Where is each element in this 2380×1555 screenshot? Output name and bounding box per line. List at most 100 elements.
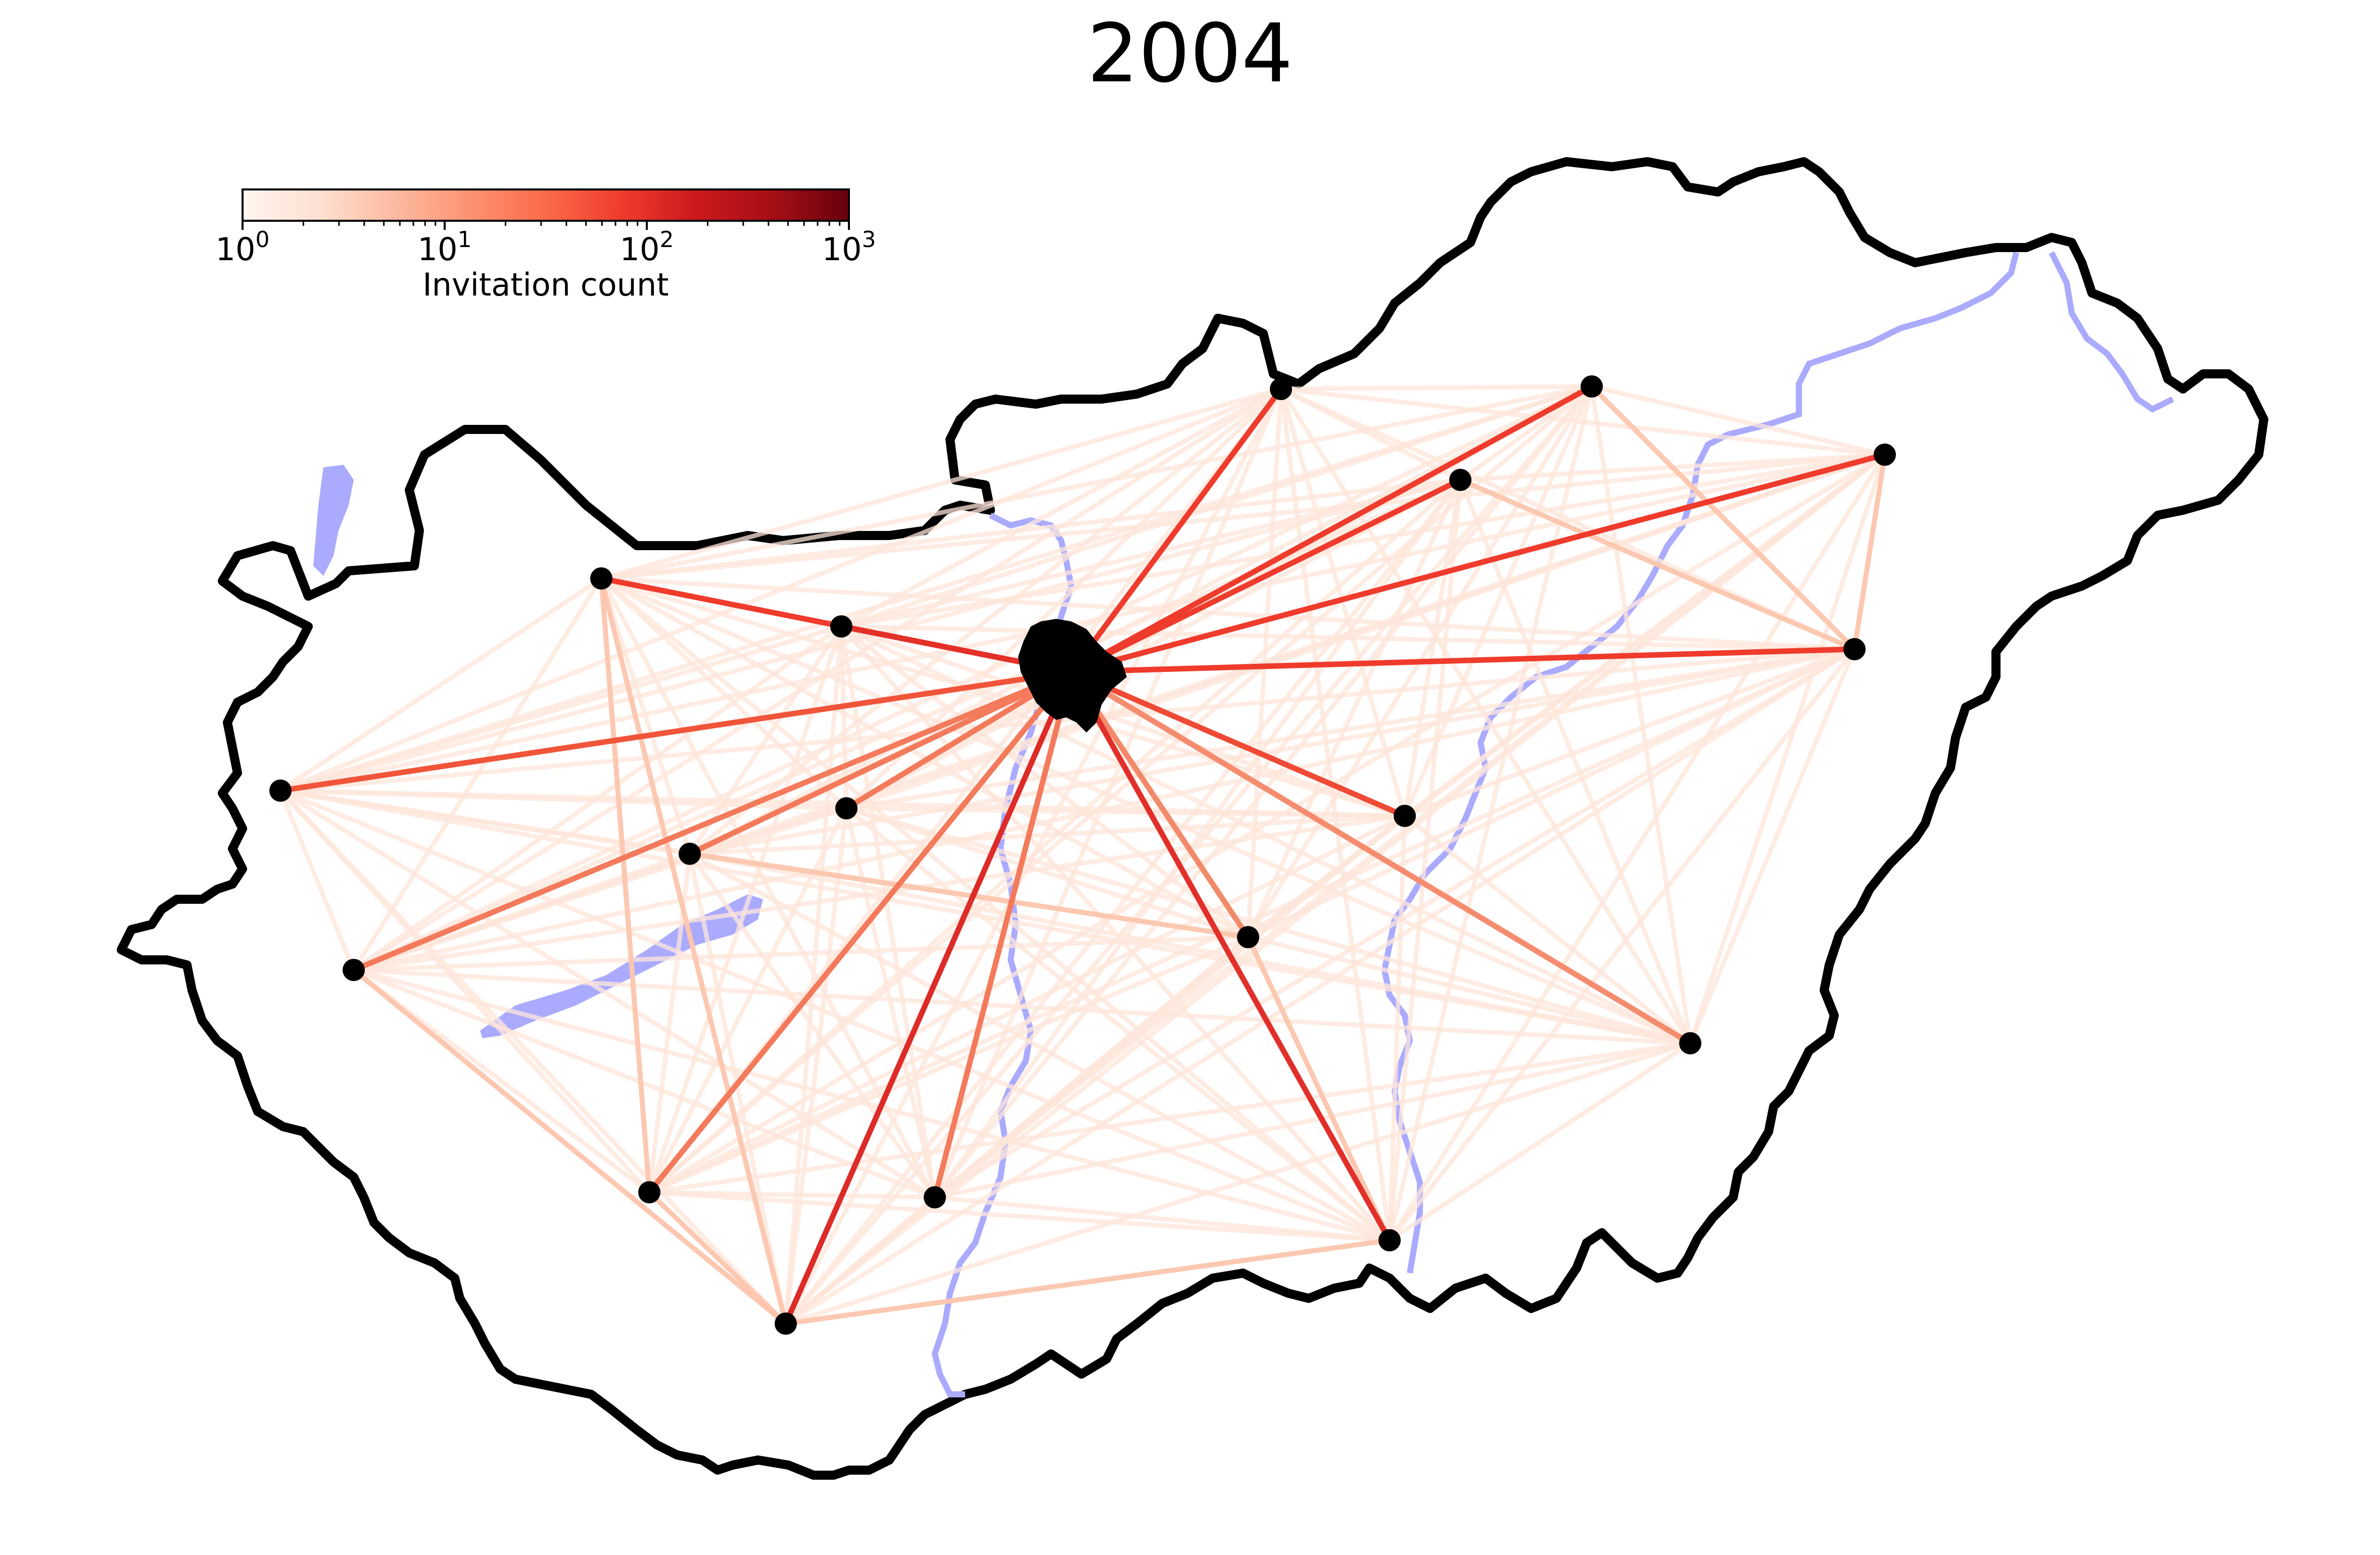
edge-line: [687, 853, 788, 1324]
edge-line: [1591, 384, 1886, 457]
edge-line: [1278, 388, 1407, 817]
edge-line: [599, 576, 848, 810]
city-node: [638, 1181, 660, 1203]
edge-line: [1071, 646, 1855, 675]
edge-line: [600, 576, 1406, 818]
colorbar-tick-label: 102: [620, 227, 674, 268]
edge-line: [599, 577, 692, 855]
budapest-node: [1018, 619, 1127, 733]
colorbar-tick-label: 101: [418, 227, 472, 268]
city-node: [1449, 469, 1471, 491]
edge-line: [353, 935, 1249, 973]
edge-line: [352, 669, 1073, 973]
edge-line: [1459, 384, 1593, 482]
edge-line: [1589, 386, 1693, 1044]
edge-line: [934, 1041, 1691, 1200]
edge-line: [279, 576, 603, 793]
edge-line: [784, 1195, 936, 1326]
edge-line: [845, 806, 1249, 940]
edge-line: [688, 625, 843, 855]
edge-line: [844, 808, 937, 1198]
colorbar-tick-label: 103: [822, 227, 876, 268]
edge-line: [1247, 935, 1691, 1046]
city-node: [835, 797, 858, 819]
edge-line: [1069, 387, 1283, 674]
edge-line: [353, 967, 1691, 1046]
edge-line: [846, 647, 1855, 811]
river-bodrog: [2049, 251, 2174, 413]
edge-line: [840, 624, 1406, 818]
edge-line: [933, 478, 1462, 1199]
city-node: [343, 959, 365, 981]
edge-line: [601, 477, 1461, 581]
edge-line: [600, 386, 1282, 581]
edge-line: [840, 387, 1282, 628]
country-border: [117, 157, 2268, 1480]
city-node: [1679, 1032, 1701, 1054]
lake-balaton: [480, 894, 763, 1038]
edge-line: [785, 1238, 1390, 1326]
edge-line: [280, 647, 1855, 793]
edge-line: [279, 384, 1593, 793]
edge-line: [688, 852, 1391, 1242]
edge-line: [648, 813, 1406, 1195]
city-node: [1581, 375, 1603, 398]
edge-line: [841, 624, 1855, 652]
edge-line: [1246, 936, 1392, 1242]
city-node: [830, 615, 852, 638]
lake-ferto: [313, 465, 354, 576]
city-node: [775, 1313, 797, 1335]
edge-line: [839, 626, 937, 1198]
edge-line: [1403, 814, 1692, 1045]
edge-line: [688, 852, 937, 1199]
edge-line: [353, 384, 1593, 973]
edge-line: [785, 1041, 1691, 1326]
edge-line: [352, 968, 651, 1194]
city-node: [924, 1186, 946, 1208]
edge-line: [1590, 384, 1857, 651]
edge-line: [840, 477, 1461, 629]
edge-line: [689, 851, 1691, 1046]
edge-line: [280, 669, 1072, 794]
city-node: [269, 780, 292, 802]
city-node: [1270, 378, 1292, 400]
edges-layer: [278, 384, 1887, 1326]
edge-line: [845, 806, 1391, 1242]
city-node: [590, 567, 612, 590]
edge-line: [279, 788, 1391, 1243]
edge-line: [649, 1190, 1390, 1243]
edge-line: [1070, 477, 1462, 674]
city-node: [1843, 638, 1866, 660]
edge-line: [845, 478, 1462, 810]
edge-line: [1070, 384, 1593, 674]
city-node: [1237, 926, 1259, 948]
edge-line: [1402, 479, 1463, 816]
edge-line: [1069, 670, 1251, 939]
city-node: [1874, 444, 1896, 466]
edge-line: [648, 935, 1249, 1195]
city-node: [1394, 805, 1416, 827]
edge-line: [689, 813, 1405, 856]
city-node: [1378, 1229, 1401, 1251]
edge-line: [352, 968, 788, 1326]
edge-line: [783, 808, 849, 1324]
city-node: [679, 843, 701, 865]
edge-line: [353, 967, 1391, 1243]
edge-line: [278, 789, 788, 1326]
colorbar-ticks: 100 101 102 103: [216, 221, 876, 268]
edge-line: [1688, 454, 1887, 1044]
edge-line: [279, 624, 842, 793]
edge-line: [599, 578, 652, 1193]
edge-line: [1852, 454, 1887, 650]
edge-line: [934, 1195, 1390, 1243]
edge-line: [353, 967, 936, 1200]
edge-line: [1388, 648, 1857, 1242]
edge-line: [1070, 452, 1886, 675]
edge-line: [1404, 647, 1855, 818]
edge-line: [353, 851, 691, 973]
edge-line: [689, 851, 1249, 940]
edge-line: [1387, 479, 1463, 1241]
edge-line: [647, 670, 1074, 1194]
edge-line: [688, 669, 1073, 856]
